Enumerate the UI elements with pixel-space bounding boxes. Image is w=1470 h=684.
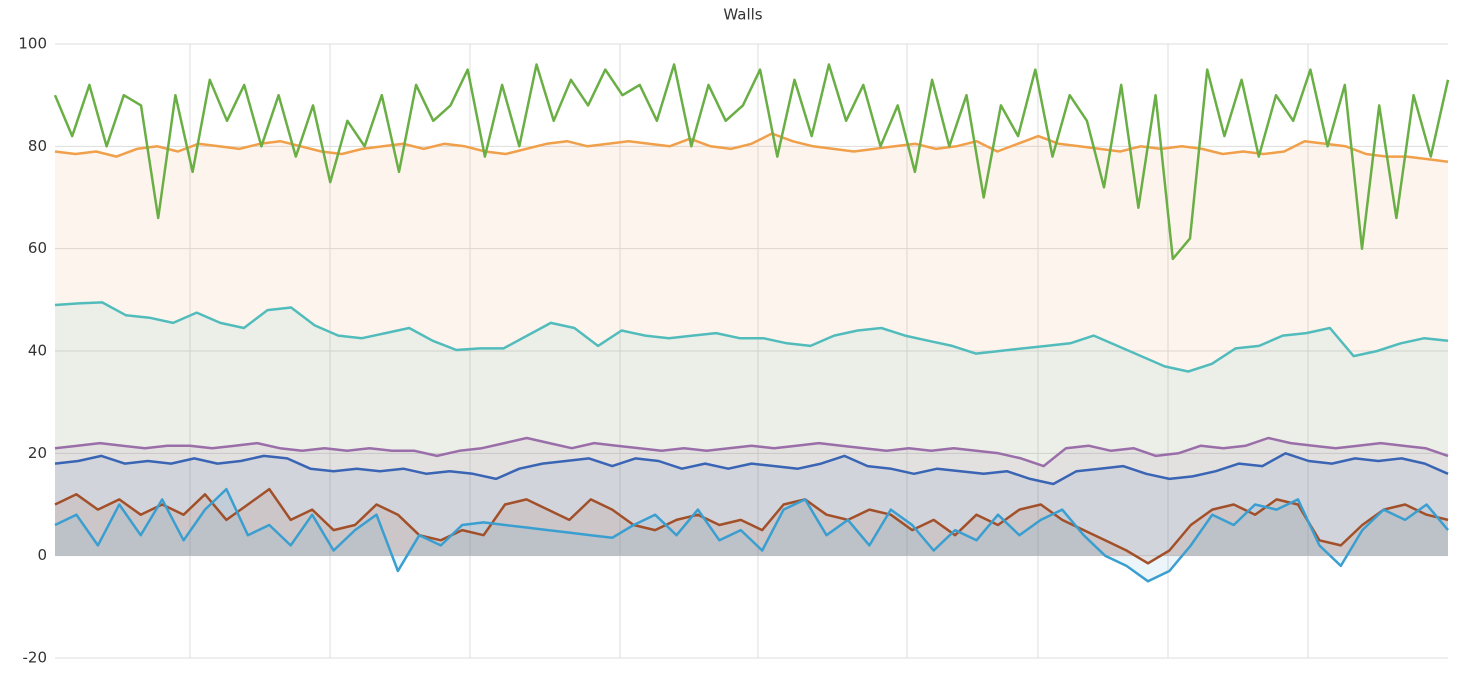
line — [54, 487, 1449, 565]
line — [53, 63, 1450, 261]
chart-title: Walls — [723, 6, 762, 24]
line — [54, 436, 1449, 468]
area — [55, 302, 1448, 556]
y-tick-label: 20 — [28, 444, 47, 462]
line — [54, 487, 1449, 583]
line — [54, 301, 1449, 373]
area — [55, 489, 1448, 582]
area — [55, 453, 1448, 556]
y-tick-label: -20 — [23, 649, 48, 667]
y-tick-label: 80 — [28, 137, 47, 155]
y-tick-label: 0 — [37, 546, 47, 564]
line — [54, 452, 1449, 486]
area — [55, 438, 1448, 556]
y-tick-label: 60 — [28, 239, 47, 257]
y-tick-label: 40 — [28, 342, 47, 360]
line — [54, 132, 1449, 163]
y-tick-label: 100 — [18, 35, 47, 53]
